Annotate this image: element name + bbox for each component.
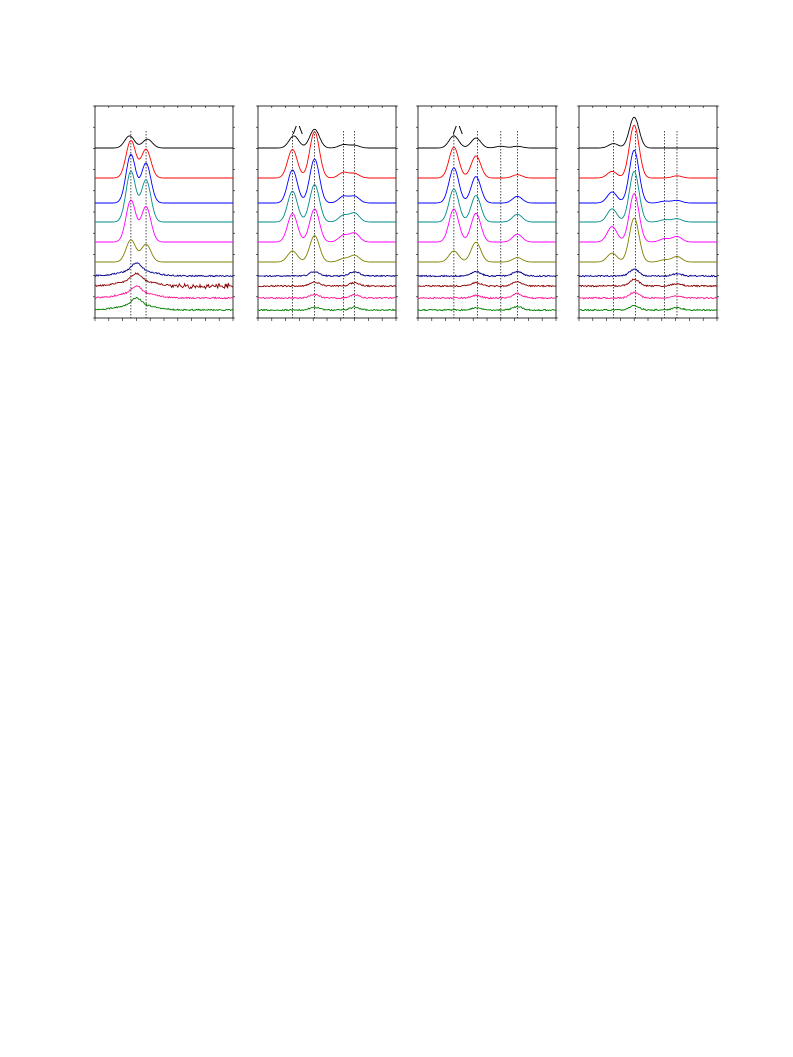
series-trace [417,306,557,312]
series-trace [257,306,397,312]
chart-panel-b [256,105,398,321]
series-trace [95,199,233,243]
series-trace [579,193,717,243]
series-trace [578,291,718,300]
series-trace [258,184,396,223]
series-trace [257,293,397,300]
chart-panel-a [93,105,235,321]
panel-frame [94,105,234,319]
spectra-figure [93,105,719,321]
chart-panel-d [577,105,719,321]
series-trace [579,149,717,204]
figure-container [0,0,793,360]
series-trace [417,281,557,288]
series-trace [258,158,396,204]
series-trace [95,170,233,223]
series-trace [418,167,556,204]
series-trace [95,239,233,263]
series-trace [258,128,396,149]
series-trace [578,268,718,278]
series-trace [418,188,556,223]
arrow-marker [452,125,463,135]
series-trace [578,304,718,312]
series-trace [94,262,234,278]
series-trace [258,208,396,243]
series-trace [257,271,397,278]
series-trace [95,272,234,290]
series-trace [94,296,234,312]
series-trace [258,235,396,263]
series-trace [578,278,718,288]
series-trace [94,285,234,300]
series-trace [579,217,717,263]
series-trace [95,139,233,179]
series-trace [95,153,233,204]
series-trace [418,241,556,263]
chart-panel-c [416,105,558,321]
series-trace [417,270,557,278]
series-trace [257,280,397,288]
series-trace [417,292,557,300]
series-trace [579,116,717,149]
arrow-marker [292,125,303,135]
series-trace [418,208,556,243]
series-trace [258,131,396,179]
series-trace [418,135,556,149]
series-trace [418,146,556,179]
series-trace [579,170,717,223]
series-trace [579,124,717,179]
series-trace [95,135,233,149]
